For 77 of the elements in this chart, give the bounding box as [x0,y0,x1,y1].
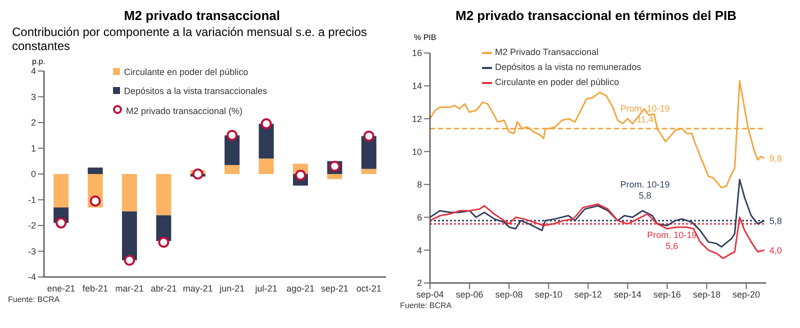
point [192,168,204,180]
point [158,236,170,248]
point [90,196,101,207]
source-note: Fuente: BCRA [8,295,61,304]
bar [224,164,240,174]
x-tick-label: sep-16 [653,289,681,300]
bar [361,168,376,174]
source-note: Fuente: BCRA [400,301,453,310]
y-tick-label: 14 [412,81,422,92]
y-axis-title: % PIB [414,33,436,42]
x-tick-label: abr-21 [150,283,177,294]
bar [258,158,274,174]
chart-subtitle: Contribución por componente a la variación mensual s.e. a precios constantes [12,25,368,53]
x-tick-label: may-21 [182,283,213,294]
legend-label: M2 Privado Transaccional [494,47,600,57]
y-tick-label: 8 [416,180,422,190]
y-tick-label: 2 [30,118,36,128]
point [124,254,136,266]
x-tick-label: sep-12 [574,289,602,300]
x-tick-label: sep-10 [534,289,562,300]
bar [156,174,172,216]
bar [258,124,274,159]
bar [122,174,137,212]
legend-label: Circulante en poder del público [123,67,250,77]
point [363,130,374,142]
y-tick-label: 16 [412,48,422,58]
x-tick-label: sep-06 [456,289,484,300]
legend-label: Circulante en poder del público [494,77,620,87]
point [260,118,272,130]
x-tick-label: sep-04 [416,289,444,300]
point [294,170,306,181]
y-tick-label: 1 [30,143,36,154]
annotation: 4,0 [769,245,782,256]
x-tick-label: sep-08 [495,289,523,300]
x-tick-label: oct-21 [356,283,382,294]
annotation: 9,8 [769,153,782,164]
x-tick-label: ene-21 [47,283,76,294]
x-tick-label: sep-18 [692,289,720,300]
x-tick-label: mar-21 [115,283,144,294]
x-tick-label: jun-21 [218,283,245,294]
y-tick-label: -1 [28,194,36,205]
line-series [430,80,766,188]
x-tick-label: ago-21 [286,283,315,294]
bar [122,211,137,260]
chart-title: M2 privado transaccional [122,8,282,23]
ref-line-label: Prom. 10-19 11,4 [620,104,670,125]
point [56,217,67,228]
ref-line-label: Prom. 10-19 5,8 [620,180,670,201]
y-tick-label: 4 [416,245,422,256]
annotation: 5,8 [769,216,782,226]
y-tick-label: -3 [28,246,36,256]
y-tick-label: 10 [412,146,422,157]
x-tick-label: sep-20 [732,289,760,300]
x-tick-label: jul-21 [254,283,278,294]
legend-label: Depósitos a la vista no remunerados [494,62,642,72]
y-tick-label: -2 [28,220,36,231]
bar [361,136,376,169]
y-tick-label: 2 [416,278,422,288]
legend-label: M2 privado transaccional (%) [125,105,244,116]
x-tick-label: feb-21 [82,283,108,294]
line-series [430,203,766,260]
y-axis-title: p.p. [32,57,46,66]
x-tick-label: sep-21 [320,283,348,294]
y-tick-label: 3 [30,92,36,102]
y-tick-label: 4 [30,66,36,76]
bar [327,174,342,180]
legend-label: Depósitos a la vista transaccionales [123,86,268,96]
bar [156,215,172,241]
y-tick-label: 6 [416,212,422,222]
y-tick-label: 12 [412,114,422,124]
bar [88,168,103,174]
point [226,130,238,141]
bar [54,174,69,208]
y-tick-label: 0 [30,169,36,180]
y-tick-label: -4 [28,272,36,282]
x-tick-label: sep-14 [614,289,642,300]
chart-title: M2 privado transaccional en términos del PIB [454,8,738,23]
